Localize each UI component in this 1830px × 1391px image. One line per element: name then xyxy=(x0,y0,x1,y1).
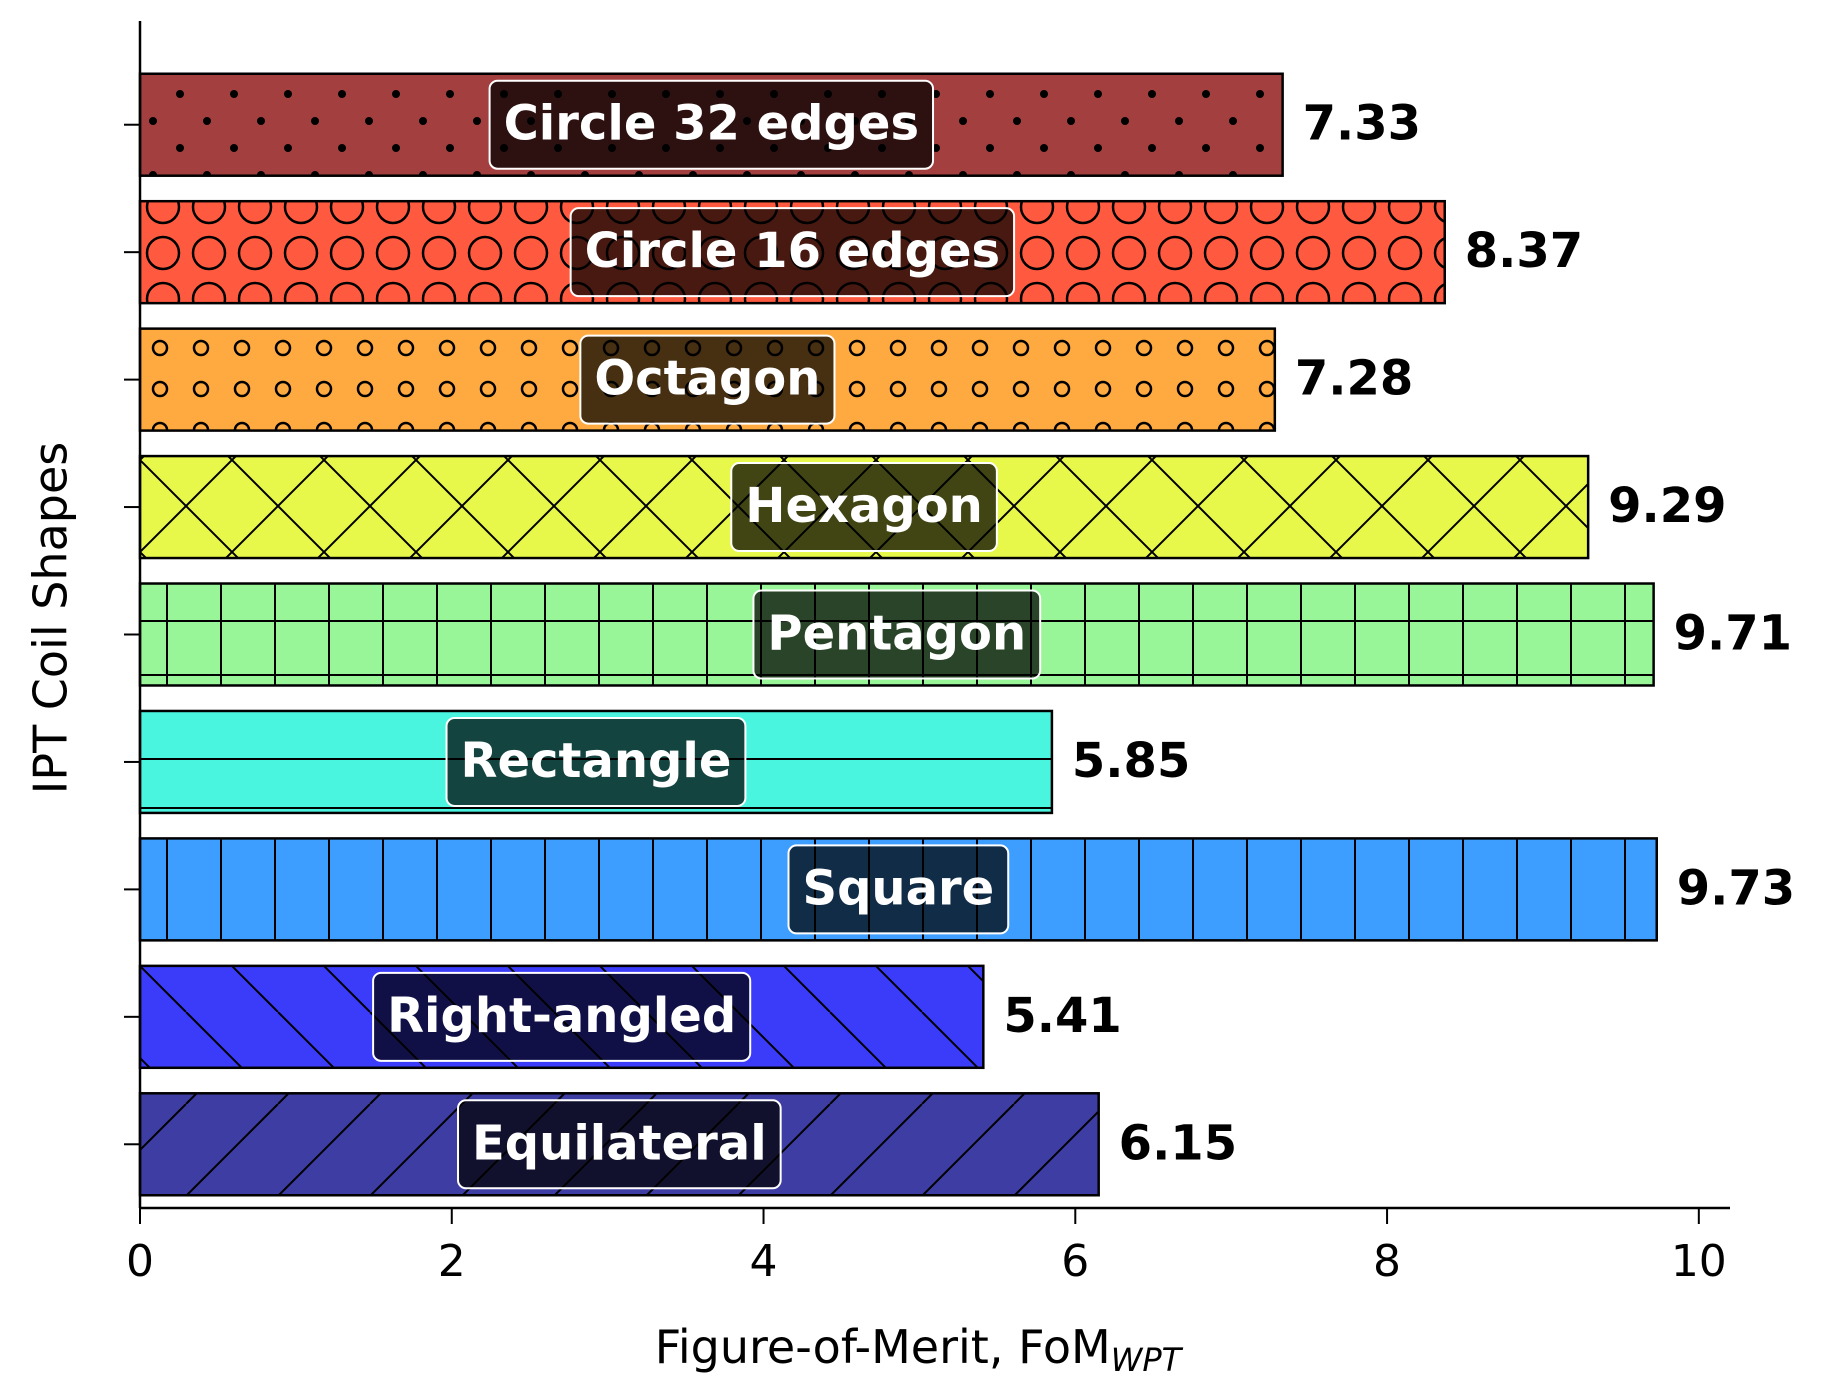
category-label-box: Square xyxy=(787,844,1010,935)
value-label: 7.28 xyxy=(1295,351,1413,407)
category-label-box: Octagon xyxy=(579,334,836,425)
category-label: Pentagon xyxy=(767,606,1026,662)
category-label-box: Equilateral xyxy=(457,1099,782,1190)
x-axis-label-subscript: WPT xyxy=(1111,1341,1184,1379)
x-tick-label: 6 xyxy=(1061,1236,1089,1287)
value-label: 9.73 xyxy=(1677,860,1795,916)
x-tick-label: 2 xyxy=(438,1236,466,1287)
category-label: Square xyxy=(803,860,995,916)
label-box xyxy=(730,462,998,553)
value-label: 9.71 xyxy=(1674,606,1792,662)
y-axis-label: IPT Coil Shapes xyxy=(24,442,78,794)
category-label-box: Pentagon xyxy=(752,589,1042,680)
label-box xyxy=(752,589,1042,680)
value-label: 8.37 xyxy=(1465,223,1583,279)
category-label-box: Rectangle xyxy=(445,716,747,807)
label-box xyxy=(457,1099,782,1190)
label-box xyxy=(372,971,752,1062)
category-label: Hexagon xyxy=(745,478,983,534)
value-label: 5.85 xyxy=(1072,733,1190,789)
value-label: 9.29 xyxy=(1608,478,1726,534)
label-box xyxy=(569,207,1016,298)
category-label-box: Circle 16 edges xyxy=(569,207,1016,298)
label-box xyxy=(579,334,836,425)
x-tick-label: 0 xyxy=(126,1236,154,1287)
x-axis-label-main: Figure-of-Merit, FoM xyxy=(655,1320,1111,1374)
category-label: Equilateral xyxy=(472,1115,767,1171)
value-label: 7.33 xyxy=(1303,96,1421,152)
x-tick-label: 10 xyxy=(1671,1236,1727,1287)
x-tick-label: 4 xyxy=(750,1236,778,1287)
category-label: Rectangle xyxy=(461,733,732,789)
category-label: Right-angled xyxy=(387,988,736,1044)
label-box xyxy=(488,79,935,170)
value-label: 5.41 xyxy=(1003,988,1121,1044)
category-label-box: Right-angled xyxy=(372,971,752,1062)
category-label: Circle 16 edges xyxy=(585,223,1000,279)
label-box xyxy=(787,844,1010,935)
category-label-box: Hexagon xyxy=(730,462,998,553)
value-label: 6.15 xyxy=(1119,1115,1237,1171)
category-label: Octagon xyxy=(594,351,820,407)
x-tick-label: 8 xyxy=(1373,1236,1401,1287)
category-label: Circle 32 edges xyxy=(504,96,919,152)
x-axis-label: Figure-of-Merit, FoMWPT xyxy=(655,1320,1184,1380)
label-box xyxy=(445,716,747,807)
category-label-box: Circle 32 edges xyxy=(488,79,935,170)
